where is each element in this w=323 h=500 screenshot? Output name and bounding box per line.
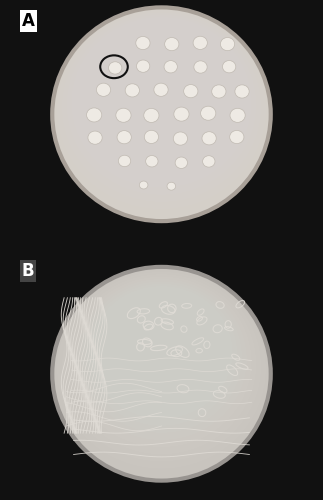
Text: B: B	[22, 262, 35, 280]
Ellipse shape	[164, 60, 177, 73]
Ellipse shape	[184, 84, 198, 98]
Ellipse shape	[96, 83, 111, 96]
Ellipse shape	[137, 60, 150, 72]
Ellipse shape	[165, 38, 179, 51]
Ellipse shape	[212, 85, 226, 98]
Ellipse shape	[193, 36, 207, 50]
Ellipse shape	[223, 60, 236, 73]
Ellipse shape	[87, 108, 102, 122]
Ellipse shape	[88, 131, 102, 144]
Ellipse shape	[202, 132, 216, 145]
Ellipse shape	[118, 155, 131, 166]
Ellipse shape	[154, 83, 168, 96]
Ellipse shape	[174, 107, 189, 121]
Ellipse shape	[220, 38, 234, 51]
Ellipse shape	[144, 130, 159, 143]
Ellipse shape	[146, 156, 158, 167]
Ellipse shape	[201, 106, 216, 120]
Ellipse shape	[230, 108, 245, 122]
Ellipse shape	[52, 267, 271, 480]
Text: A: A	[22, 12, 35, 30]
Ellipse shape	[125, 84, 140, 97]
Ellipse shape	[235, 85, 249, 98]
Ellipse shape	[175, 157, 188, 168]
Ellipse shape	[230, 130, 244, 143]
Ellipse shape	[116, 108, 131, 122]
Ellipse shape	[139, 181, 148, 189]
Ellipse shape	[109, 62, 122, 74]
Ellipse shape	[52, 8, 271, 221]
Ellipse shape	[117, 130, 131, 144]
Ellipse shape	[167, 182, 176, 190]
Ellipse shape	[194, 61, 207, 73]
Ellipse shape	[173, 132, 188, 145]
Ellipse shape	[136, 36, 150, 50]
Ellipse shape	[144, 108, 159, 122]
Ellipse shape	[203, 156, 215, 167]
